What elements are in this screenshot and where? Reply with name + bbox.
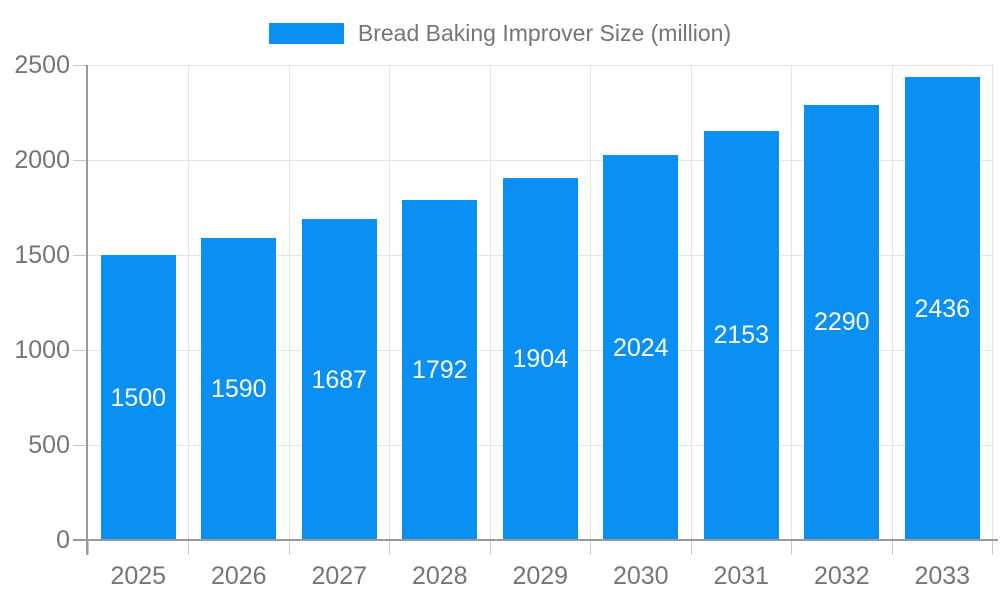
bar-2032[interactable]	[804, 104, 880, 540]
x-axis-label: 2027	[311, 562, 368, 590]
x-axis-label: 2032	[813, 562, 870, 590]
x-gridline	[590, 65, 591, 540]
y-tick	[73, 444, 88, 446]
x-tick	[891, 540, 893, 555]
y-axis-label: 500	[28, 431, 70, 459]
x-tick	[288, 540, 290, 555]
x-axis-label: 2030	[612, 562, 669, 590]
y-gridline	[88, 64, 993, 66]
x-gridline	[690, 65, 692, 540]
y-tick	[73, 159, 88, 161]
x-tick	[791, 540, 792, 555]
bar-value-label: 1500	[110, 383, 167, 412]
x-gridline	[791, 65, 792, 540]
bar-value-label: 2024	[612, 333, 669, 362]
bar-2028[interactable]	[402, 199, 478, 540]
x-tick	[690, 540, 692, 555]
x-axis-label: 2029	[512, 562, 569, 590]
x-axis-label: 2026	[210, 562, 267, 590]
bar-value-label: 2290	[813, 308, 870, 337]
bar-value-label: 2153	[713, 321, 770, 350]
x-gridline	[288, 65, 290, 540]
bar-value-label: 1904	[512, 345, 569, 374]
y-gridline	[88, 159, 993, 161]
y-axis-label: 1000	[14, 336, 70, 364]
x-tick	[489, 540, 491, 555]
y-tick	[73, 349, 88, 351]
legend-label: Bread Baking Improver Size (million)	[357, 19, 732, 46]
bar-value-label: 1687	[311, 365, 368, 394]
x-axis-label: 2033	[914, 562, 971, 590]
x-tick	[590, 540, 591, 555]
y-tick	[73, 64, 88, 66]
x-gridline	[188, 65, 189, 540]
x-gridline	[992, 65, 993, 540]
bar-value-label: 2436	[914, 294, 971, 323]
y-axis-line	[86, 65, 88, 555]
x-axis-label: 2028	[411, 562, 468, 590]
y-axis-label: 2000	[14, 146, 70, 174]
x-tick	[992, 540, 993, 555]
bar-value-label: 1590	[210, 374, 267, 403]
legend[interactable]: Bread Baking Improver Size (million)	[0, 20, 1000, 46]
y-axis-label: 1500	[14, 241, 70, 269]
legend-swatch	[268, 22, 344, 44]
bar-2031[interactable]	[703, 130, 779, 540]
x-tick	[389, 540, 390, 555]
bar-2027[interactable]	[301, 219, 377, 540]
y-axis-label: 2500	[14, 51, 70, 79]
y-axis-label: 0	[56, 526, 70, 554]
x-gridline	[489, 65, 491, 540]
y-tick	[73, 254, 88, 256]
bar-2025[interactable]	[100, 255, 176, 540]
bar-2030[interactable]	[603, 155, 679, 540]
x-gridline	[891, 65, 893, 540]
bar-value-label: 1792	[411, 355, 468, 384]
bar-2033[interactable]	[904, 77, 980, 540]
x-axis-label: 2025	[110, 562, 167, 590]
bar-2029[interactable]	[502, 178, 578, 540]
x-gridline	[389, 65, 390, 540]
x-axis-line	[73, 539, 998, 541]
x-tick	[87, 540, 89, 555]
x-tick	[188, 540, 189, 555]
x-axis-label: 2031	[713, 562, 770, 590]
bar-2026[interactable]	[201, 237, 277, 540]
